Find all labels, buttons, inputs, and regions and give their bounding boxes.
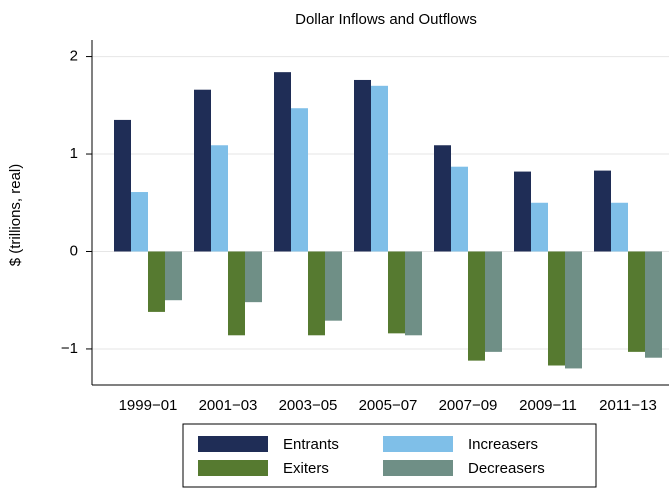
bar [194,89,211,252]
y-tick-label: 1 [70,145,78,162]
bar [434,145,451,252]
bar [565,251,582,369]
x-tick-label: 2005−07 [359,397,418,414]
legend-label: Decreasers [468,460,545,477]
y-tick-label: −1 [61,340,78,357]
bar [548,251,565,366]
bar [611,202,628,252]
chart-title: Dollar Inflows and Outflows [295,11,477,28]
y-tick-label: 2 [70,48,78,65]
bar [468,251,485,361]
y-axis-label: $ (trillions, real) [7,164,24,267]
bar [131,192,148,252]
x-tick-label: 2007−09 [439,397,498,414]
bar [228,251,245,336]
bar [291,108,308,252]
bar [148,251,165,312]
bar [325,251,342,321]
bar [628,251,645,352]
legend-label: Exiters [283,460,329,477]
x-tick-label: 2003−05 [279,397,338,414]
bar [645,251,662,358]
legend-box [182,423,597,488]
x-tick-label: 2009−11 [519,397,577,414]
bar [405,251,422,336]
bar [308,251,325,336]
bar [594,170,611,252]
bar [274,72,291,252]
bar [354,79,371,252]
bar [245,251,262,303]
legend-swatch [198,460,268,476]
x-tick-label: 2011−13 [599,397,657,414]
legend-label: Increasers [468,436,538,453]
bar [371,85,388,252]
legend-swatch [383,460,453,476]
bar [531,202,548,252]
legend-label: Entrants [283,436,339,453]
bar [485,251,502,352]
x-tick-label: 1999−01 [119,397,178,414]
x-tick-label: 2001−03 [199,397,258,414]
bar [388,251,405,334]
y-tick-label: 0 [70,242,78,259]
legend-swatch [198,436,268,452]
bar [451,166,468,252]
legend-swatch [383,436,453,452]
bar [211,145,228,252]
bar [514,171,531,252]
bar [165,251,182,301]
bar [114,119,131,252]
